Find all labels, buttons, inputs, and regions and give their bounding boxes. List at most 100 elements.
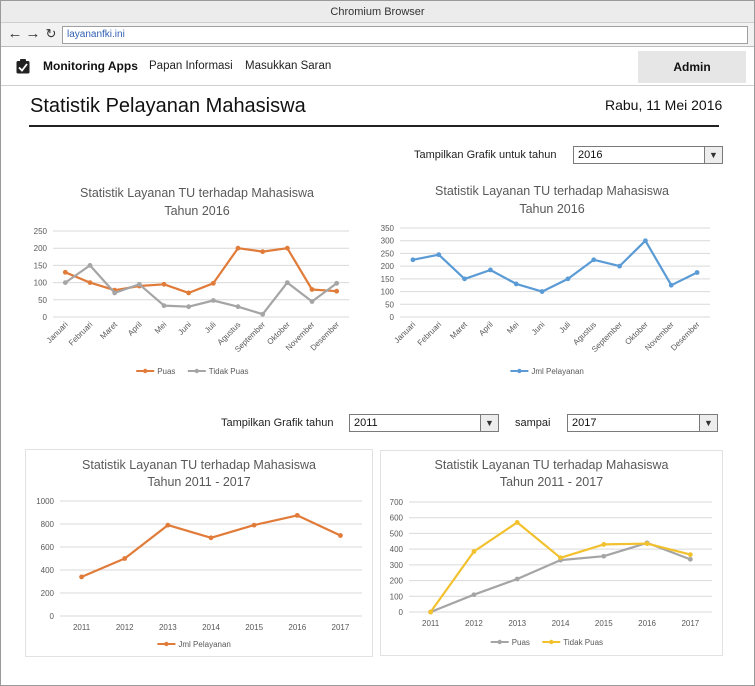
data-point bbox=[687, 552, 693, 558]
y-tick-label: 100 bbox=[381, 288, 395, 297]
chart-subtitle: Tahun 2016 bbox=[519, 202, 584, 216]
year-filter-label: Tampilkan Grafik untuk tahun bbox=[414, 149, 557, 161]
x-tick-label: Maret bbox=[448, 320, 469, 341]
data-point bbox=[334, 280, 340, 286]
y-tick-label: 150 bbox=[381, 275, 395, 284]
nav-link-papan-informasi[interactable]: Papan Informasi bbox=[149, 60, 233, 72]
chart-title: Statistik Layanan TU terhadap Mahasiswa bbox=[82, 458, 316, 472]
data-point bbox=[565, 276, 571, 282]
data-point bbox=[62, 269, 68, 275]
data-point bbox=[462, 276, 467, 282]
data-point bbox=[79, 574, 84, 580]
data-point bbox=[235, 304, 241, 310]
legend-label: Tidak Puas bbox=[563, 638, 603, 647]
legend-label: Puas bbox=[512, 638, 530, 647]
chart-subtitle: Tahun 2011 - 2017 bbox=[500, 475, 603, 489]
data-point bbox=[601, 553, 607, 559]
data-point bbox=[338, 533, 343, 538]
data-point bbox=[87, 263, 93, 268]
legend-label: Jml Pelayanan bbox=[178, 640, 230, 649]
y-tick-label: 150 bbox=[34, 261, 48, 270]
data-point bbox=[471, 549, 477, 554]
data-point bbox=[488, 267, 493, 273]
series-line-tidak-puas bbox=[429, 521, 691, 613]
y-tick-label: 0 bbox=[390, 313, 395, 322]
reload-icon[interactable]: ↻ bbox=[45, 26, 57, 41]
y-tick-label: 800 bbox=[41, 520, 55, 529]
data-point bbox=[260, 311, 266, 317]
chart-title: Statistik Layanan TU terhadap Mahasiswa bbox=[80, 186, 314, 200]
data-point bbox=[161, 281, 167, 287]
y-tick-label: 250 bbox=[34, 227, 48, 236]
data-point bbox=[136, 281, 142, 287]
range-to-value: 2017 bbox=[572, 417, 597, 429]
forward-icon[interactable]: → bbox=[25, 25, 41, 42]
browser-toolbar: ← → ↻ layananfki.ini bbox=[1, 23, 754, 47]
brand-label[interactable]: Monitoring Apps bbox=[43, 59, 138, 73]
x-tick-label: 2013 bbox=[508, 619, 526, 628]
page-date: Rabu, 11 Mei 2016 bbox=[605, 97, 723, 113]
data-point bbox=[235, 245, 241, 251]
x-tick-label: April bbox=[477, 320, 495, 338]
dropdown-arrow-icon[interactable]: ▼ bbox=[699, 415, 717, 431]
year-select[interactable]: 2016 ▼ bbox=[573, 146, 723, 164]
range-filter-label: Tampilkan Grafik tahun bbox=[221, 417, 334, 429]
nav-link-masukkan-saran[interactable]: Masukkan Saran bbox=[245, 60, 332, 72]
x-tick-label: 2016 bbox=[288, 623, 306, 632]
data-point bbox=[601, 542, 607, 547]
legend-marker bbox=[194, 368, 199, 374]
x-tick-label: 2011 bbox=[73, 623, 91, 632]
data-point bbox=[644, 541, 650, 547]
data-point bbox=[558, 555, 563, 561]
data-point bbox=[284, 280, 290, 285]
data-point bbox=[410, 257, 416, 263]
back-icon[interactable]: ← bbox=[7, 25, 23, 42]
data-point bbox=[539, 289, 545, 294]
page-title: Statistik Pelayanan Mahasiswa bbox=[30, 95, 306, 117]
x-tick-label: Februari bbox=[416, 320, 444, 348]
series-line-tidak-puas bbox=[64, 264, 338, 316]
y-tick-label: 500 bbox=[390, 529, 404, 538]
range-to-select[interactable]: 2017 ▼ bbox=[567, 414, 718, 432]
y-tick-label: 600 bbox=[390, 514, 404, 523]
data-point bbox=[294, 512, 300, 518]
y-tick-label: 0 bbox=[43, 313, 48, 322]
address-bar[interactable]: layananfki.ini bbox=[62, 26, 748, 44]
chart-yearly-satisfaction-svg: Statistik Layanan TU terhadap Mahasiswa T… bbox=[390, 458, 712, 647]
y-tick-label: 250 bbox=[381, 249, 395, 258]
data-point bbox=[617, 263, 622, 269]
admin-button[interactable]: Admin bbox=[638, 51, 746, 83]
y-tick-label: 100 bbox=[34, 279, 48, 288]
chart-subtitle: Tahun 2016 bbox=[164, 204, 229, 218]
data-point bbox=[112, 290, 118, 296]
dropdown-arrow-icon[interactable]: ▼ bbox=[704, 147, 722, 163]
y-tick-label: 100 bbox=[390, 592, 404, 601]
data-point bbox=[428, 609, 434, 615]
range-separator-label: sampai bbox=[515, 417, 551, 429]
x-tick-label: Juni bbox=[530, 320, 547, 337]
legend-marker bbox=[517, 368, 522, 374]
x-tick-label: Juli bbox=[557, 320, 572, 335]
x-tick-label: 2016 bbox=[638, 619, 656, 628]
x-tick-label: 2017 bbox=[332, 623, 350, 632]
x-tick-label: 2012 bbox=[116, 623, 134, 632]
range-from-select[interactable]: 2011 ▼ bbox=[349, 414, 499, 432]
y-tick-label: 1000 bbox=[36, 497, 54, 506]
range-from-value: 2011 bbox=[354, 417, 378, 429]
data-point bbox=[309, 299, 315, 304]
series-line-puas bbox=[430, 541, 691, 614]
data-point bbox=[694, 270, 700, 275]
year-select-value: 2016 bbox=[578, 149, 603, 161]
legend-marker bbox=[497, 639, 502, 645]
data-point bbox=[284, 245, 290, 251]
data-point bbox=[186, 304, 192, 310]
chart-monthly-services-svg: Statistik Layanan TU terhadap Mahasiswa T… bbox=[381, 184, 710, 376]
data-point bbox=[161, 303, 167, 309]
x-tick-label: 2014 bbox=[202, 623, 220, 632]
x-tick-label: Februari bbox=[67, 320, 95, 348]
dropdown-arrow-icon[interactable]: ▼ bbox=[480, 415, 498, 431]
y-tick-label: 50 bbox=[385, 300, 394, 309]
y-tick-label: 200 bbox=[41, 589, 55, 598]
chart-monthly-satisfaction: Statistik Layanan TU terhadap Mahasiswa T… bbox=[27, 177, 367, 385]
